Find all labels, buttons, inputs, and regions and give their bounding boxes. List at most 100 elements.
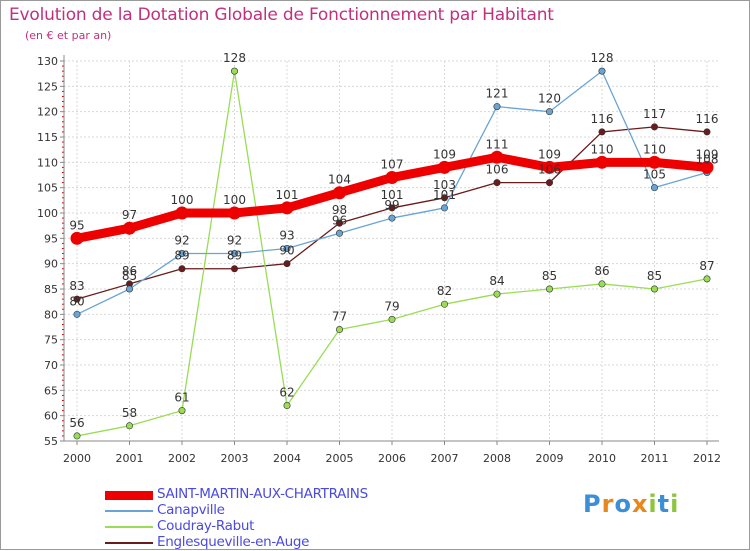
- data-label: 85: [542, 269, 557, 283]
- data-label: 110: [591, 142, 614, 156]
- legend-item: Coudray-Rabut: [105, 518, 435, 535]
- legend-label: Englesqueville-en-Auge: [157, 534, 310, 550]
- data-point: [438, 160, 451, 174]
- data-point: [545, 179, 553, 187]
- data-point: [231, 67, 239, 75]
- logo-letter: t: [657, 490, 671, 518]
- data-point: [73, 295, 81, 303]
- data-label: 79: [384, 299, 399, 313]
- data-label: 128: [223, 51, 246, 65]
- y-tick-label: 85: [44, 283, 58, 296]
- y-tick-label: 125: [37, 80, 58, 93]
- data-label: 103: [433, 178, 456, 192]
- y-tick-label: 75: [44, 334, 58, 347]
- x-tick-label: 2004: [273, 452, 301, 465]
- data-label: 83: [69, 279, 84, 293]
- data-label: 96: [332, 213, 347, 227]
- y-tick-label: 90: [44, 258, 58, 271]
- x-tick-label: 2011: [641, 452, 669, 465]
- data-label: 128: [591, 51, 614, 65]
- legend-swatch: [105, 542, 153, 544]
- y-tick-label: 130: [37, 55, 58, 68]
- data-point: [388, 315, 396, 323]
- data-point: [126, 285, 134, 293]
- data-point: [703, 275, 711, 283]
- data-label: 58: [122, 406, 137, 420]
- data-point: [650, 285, 658, 293]
- data-point: [545, 108, 553, 116]
- data-label: 77: [332, 310, 347, 324]
- data-label: 108: [696, 152, 719, 166]
- data-point: [280, 201, 294, 215]
- data-point: [440, 194, 448, 202]
- data-label: 89: [227, 249, 242, 263]
- data-point: [493, 290, 501, 298]
- data-point: [543, 160, 556, 174]
- data-point: [231, 265, 239, 273]
- legend: SAINT-MARTIN-AUX-CHARTRAINS Canapville C…: [105, 486, 435, 551]
- y-tick-label: 55: [44, 435, 58, 448]
- data-point: [493, 103, 501, 111]
- data-label: 121: [486, 87, 509, 101]
- data-point: [650, 123, 658, 131]
- x-tick-label: 2008: [483, 452, 511, 465]
- logo-letter: o: [614, 490, 632, 518]
- data-label: 89: [174, 249, 189, 263]
- data-point: [228, 206, 241, 220]
- data-point: [283, 244, 291, 252]
- legend-item: Canapville: [105, 502, 435, 519]
- data-point: [335, 219, 343, 227]
- data-point: [231, 250, 239, 258]
- y-tick-label: 110: [37, 156, 58, 169]
- data-point: [178, 250, 186, 258]
- data-label: 62: [279, 386, 294, 400]
- data-point: [700, 160, 714, 174]
- data-point: [650, 184, 658, 192]
- data-label: 117: [643, 107, 666, 121]
- data-point: [545, 285, 553, 293]
- data-label: 86: [122, 264, 137, 278]
- x-tick-label: 2009: [536, 452, 564, 465]
- legend-label: SAINT-MARTIN-AUX-CHARTRAINS: [157, 486, 368, 502]
- x-tick-label: 2000: [63, 452, 91, 465]
- data-label: 101: [381, 188, 404, 202]
- y-tick-label: 95: [44, 232, 58, 245]
- data-label: 109: [433, 147, 456, 161]
- logo-letter: P: [583, 490, 602, 518]
- data-label: 98: [332, 203, 347, 217]
- y-tick-label: 80: [44, 308, 58, 321]
- data-label: 120: [538, 92, 561, 106]
- y-tick-label: 115: [37, 131, 58, 144]
- data-label: 80: [69, 294, 84, 308]
- data-point: [493, 179, 501, 187]
- data-label: 116: [696, 112, 719, 126]
- data-label: 90: [279, 244, 294, 258]
- data-label: 84: [489, 274, 504, 288]
- data-label: 105: [643, 168, 666, 182]
- x-tick-label: 2002: [168, 452, 196, 465]
- data-point: [178, 407, 186, 415]
- y-tick-label: 105: [37, 182, 58, 195]
- data-label: 111: [486, 137, 509, 151]
- data-label: 109: [538, 147, 561, 161]
- x-tick-label: 2005: [326, 452, 354, 465]
- data-label: 85: [122, 269, 137, 283]
- legend-label: Canapville: [157, 502, 225, 518]
- y-tick-label: 65: [44, 384, 58, 397]
- data-point: [440, 204, 448, 212]
- x-tick-label: 2012: [693, 452, 721, 465]
- data-point: [283, 260, 291, 268]
- data-label: 107: [381, 158, 404, 172]
- data-point: [73, 310, 81, 318]
- legend-label: Coudray-Rabut: [157, 518, 255, 534]
- y-tick-label: 70: [44, 359, 58, 372]
- data-label: 93: [279, 228, 294, 242]
- data-label: 85: [647, 269, 662, 283]
- data-label: 106: [538, 163, 561, 177]
- legend-swatch: [105, 491, 153, 500]
- data-point: [178, 265, 186, 273]
- logo-letter: i: [670, 490, 680, 518]
